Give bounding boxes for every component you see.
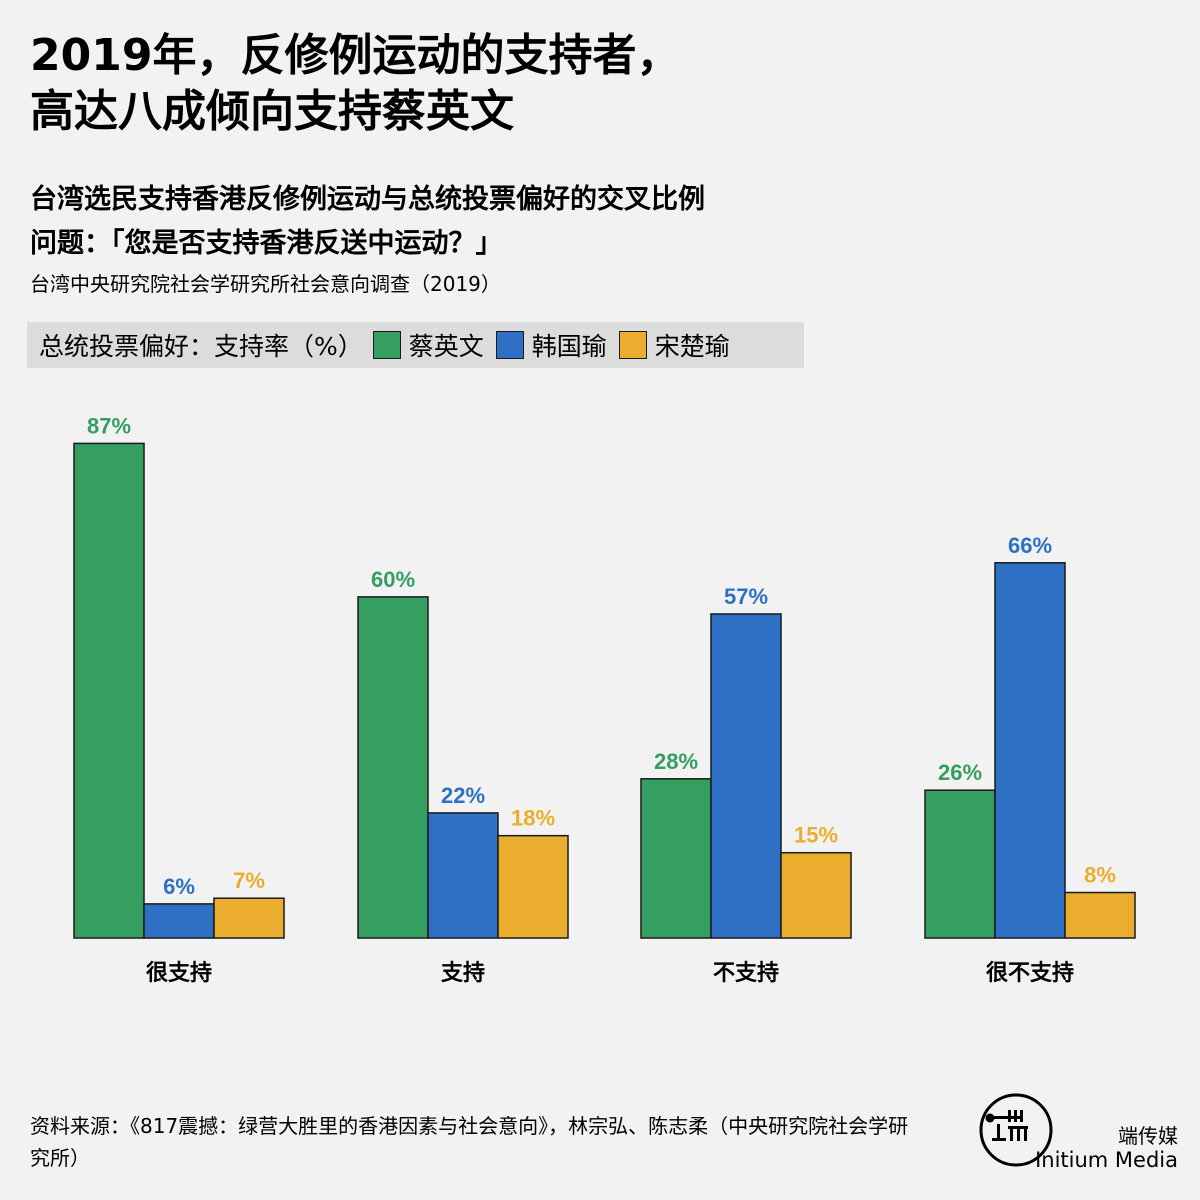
bar-soong-support (497, 834, 569, 939)
data-label-han-support: 22% (441, 783, 485, 808)
title-line-2: 高达八成倾向支持蔡英文 (30, 86, 514, 137)
bar-soong-very-support (213, 897, 285, 939)
bar-soong-strongly-not-support (1064, 891, 1136, 939)
bar-han-support (427, 812, 499, 939)
legend: 总统投票偏好：支持率（%） 蔡英文 韩国瑜 宋楚瑜 (27, 322, 804, 368)
bar-han-not-support (710, 613, 782, 939)
title-line-1: 2019年，反修例运动的支持者， (30, 30, 681, 81)
bar-chart: 87% 6% 7% 很支持 60% 22% 18% 支持 28% 57% 15% 不支持 26% 66% 8… (73, 413, 1136, 986)
category-label-strongly-not-support: 很不支持 (986, 961, 1074, 986)
subtitle-line-2: 问题：「您是否支持香港反送中运动？」 (30, 228, 503, 259)
legend-label-tsai: 蔡英文 (408, 332, 484, 361)
data-label-tsai-support: 60% (371, 567, 415, 592)
bar-han-very-support (143, 903, 215, 939)
data-label-tsai-strongly-not-support: 26% (938, 760, 982, 785)
data-label-soong-support: 18% (511, 806, 555, 831)
brand-name-en: Initium Media (1035, 1148, 1178, 1172)
survey-note: 台湾中央研究院社会学研究所社会意向调查（2019） (30, 272, 501, 296)
data-label-soong-not-support: 15% (794, 823, 838, 848)
category-label-support: 支持 (441, 961, 485, 986)
legend-label-soong: 宋楚瑜 (654, 332, 730, 361)
legend-swatch-soong (618, 331, 647, 359)
source-note: 资料来源：《817震撼：绿营大胜里的香港因素与社会意向》，林宗弘、陈志柔（中央研… (30, 1114, 909, 1170)
data-label-tsai-not-support: 28% (654, 749, 698, 774)
bar-tsai-support (357, 596, 429, 939)
brand-name-cn: 端传媒 (1118, 1124, 1178, 1148)
data-label-soong-very-support: 7% (233, 868, 265, 893)
chart-title: 2019年，反修例运动的支持者， 高达八成倾向支持蔡英文 (30, 28, 1130, 140)
bar-tsai-strongly-not-support (924, 789, 996, 939)
category-label-not-support: 不支持 (713, 961, 779, 986)
bar-han-strongly-not-support (994, 562, 1066, 939)
data-label-soong-strongly-not-support: 8% (1084, 863, 1116, 888)
data-label-han-not-support: 57% (724, 584, 768, 609)
legend-label-han: 韩国瑜 (531, 332, 607, 361)
legend-swatch-han (495, 331, 524, 359)
subtitle-line-1: 台湾选民支持香港反修例运动与总统投票偏好的交叉比例 (30, 184, 705, 215)
initium-logo-icon (979, 1093, 1053, 1167)
bar-tsai-not-support (640, 778, 712, 939)
data-label-han-very-support: 6% (163, 874, 195, 899)
legend-title: 总统投票偏好：支持率（%） (39, 332, 363, 361)
bar-soong-not-support (780, 851, 852, 939)
category-label-very-support: 很支持 (146, 961, 212, 986)
bar-tsai-very-support (73, 442, 145, 939)
chart-subtitle: 台湾选民支持香港反修例运动与总统投票偏好的交叉比例 问题：「您是否支持香港反送中… (30, 178, 705, 266)
data-label-tsai-very-support: 87% (87, 413, 131, 438)
legend-swatch-tsai (372, 331, 401, 359)
data-label-han-strongly-not-support: 66% (1008, 533, 1052, 558)
